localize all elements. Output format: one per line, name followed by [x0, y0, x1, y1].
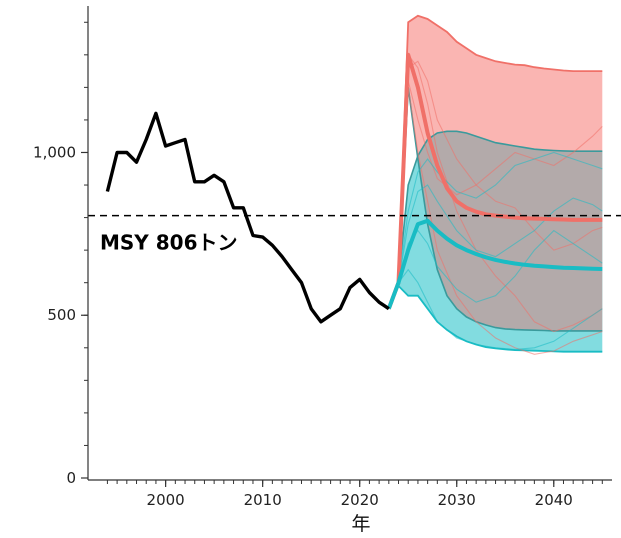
- teal-band-upper-edge: [388, 130, 603, 309]
- x-tick-label: 2040: [535, 491, 573, 509]
- series-lines: [105, 52, 603, 324]
- overlap-band: [388, 131, 603, 331]
- teal-band-lower-edge: [387, 284, 603, 353]
- sample-path-4: [388, 87, 603, 355]
- sample-path-5: [388, 184, 603, 309]
- teal-median-line: [386, 218, 603, 310]
- observed-line: [105, 111, 390, 324]
- x-axis-label: 年: [351, 513, 370, 535]
- x-tick-label: 2030: [438, 491, 476, 509]
- confidence-bands: [387, 14, 603, 353]
- salmon-band-upper-edge: [387, 14, 603, 309]
- x-tick-label: 2010: [244, 491, 282, 509]
- sample-path-8: [388, 151, 603, 309]
- y-tick-label: 500: [47, 306, 76, 324]
- x-tick-label: 2000: [147, 491, 185, 509]
- x-tick-label: 2020: [341, 491, 379, 509]
- axes: 2000 2010 2020 2030 2040 0 500 1,000: [33, 6, 612, 509]
- sample-path-7: [388, 268, 603, 350]
- salmon-median-line: [386, 52, 603, 310]
- msy-label: MSY 806トン: [100, 231, 238, 255]
- y-tick-label: 1,000: [33, 143, 76, 161]
- salmon-band-lower-edge: [388, 87, 603, 332]
- y-tick-label: 0: [66, 469, 76, 487]
